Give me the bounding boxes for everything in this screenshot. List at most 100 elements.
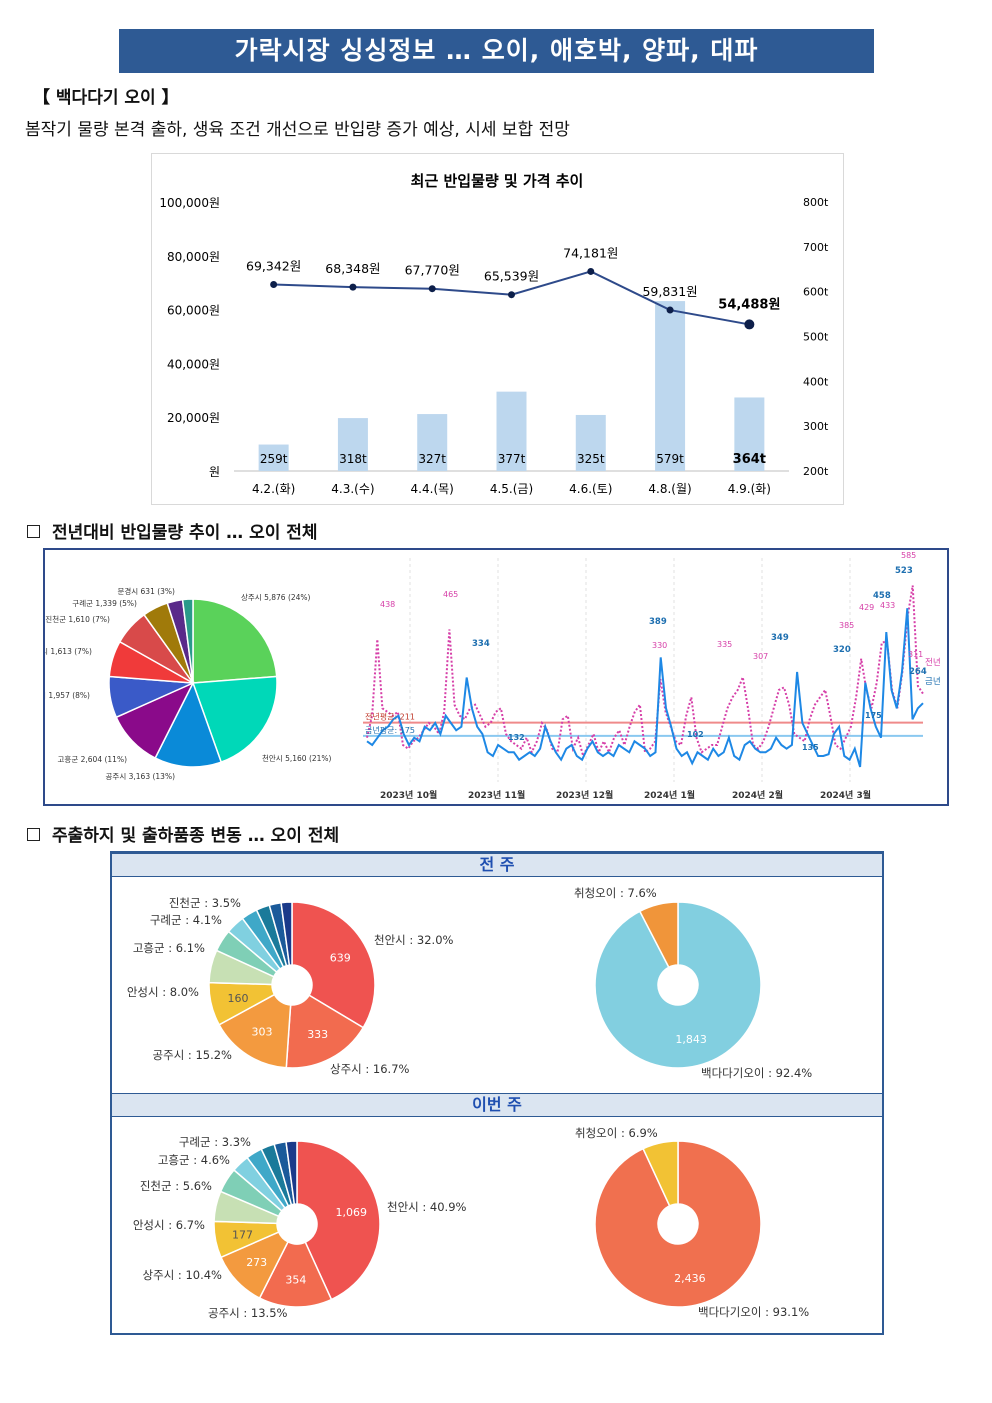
pie-slice [218,993,292,1069]
slice-label: 상주시 : 10.4% [143,1268,223,1282]
month-tick-label: 2023년 10월 [380,789,437,801]
price-point [428,285,436,293]
left-tick-label: 40,000원 [167,357,220,371]
volume-bar [655,301,686,471]
slice-label: 상주시 5,876 (24%) [241,592,311,602]
left-tick-label: 100,000원 [159,196,220,210]
month-tick-label: 2023년 12월 [556,789,613,801]
price-label: 67,770원 [405,263,460,278]
trend-section-title: 전년대비 반입물량 추이 … 오이 전체 [27,518,318,543]
price-label: 68,348원 [325,261,380,276]
price-label: 69,342원 [246,258,301,273]
item-subtitle: 【 백다다기 오이 】 [33,88,179,108]
slice-value-label: 160 [228,992,249,1005]
volume-bar [734,397,765,471]
slice-value-label: 1,069 [335,1206,367,1219]
slice-label: 공주시 3,163 (13%) [106,772,176,781]
volume-bar [337,418,368,471]
checkbox-icon [27,827,40,841]
month-tick-label: 2023년 11월 [468,789,525,801]
last-year-line [366,585,924,759]
pie-slice [594,1140,762,1308]
volume-label: 364t [733,452,766,467]
slice-label: 고흥군 2,604 (11%) [58,754,128,764]
slice-label: 천안시 : 40.9% [387,1200,467,1214]
price-point [744,319,755,330]
price-point [587,267,595,275]
this-year-peak-label: 523 [895,566,913,576]
slice-label: 백다다기오이 : 92.4% [701,1066,812,1080]
checkbox-icon [27,524,40,538]
slice-label: 공주시 : 13.5% [208,1306,288,1320]
price-volume-chart: 최근 반입물량 및 가격 추이 원 20,000원 40,000원 60,000원 80,… [151,153,844,505]
slice-label: 취청오이 : 6.9% [575,1126,658,1140]
slice-label: 고흥군 : 6.1% [133,941,205,955]
slice-label: 진천군 : 5.6% [140,1179,212,1193]
market-summary: 봄작기 물량 본격 출하, 생육 조건 개선으로 반입량 증가 예상, 시세 보… [25,120,570,140]
slice-label: 순천시 1,613 (7%) [45,646,92,656]
left-tick-label: 80,000원 [167,250,220,264]
this-year-line [366,608,924,768]
right-tick-label: 400t [803,375,829,388]
chart-title: 최근 반입물량 및 가격 추이 [411,172,584,190]
volume-bar [496,391,527,471]
price-point [270,280,278,288]
slice-label: 구례군 : 3.3% [179,1135,251,1149]
trend-section-label: 전년대비 반입물량 추이 … 오이 전체 [52,523,318,543]
slice-label: 상주시 : 16.7% [330,1062,410,1076]
month-tick-label: 2024년 2월 [732,789,783,801]
slice-value-label: 1,843 [675,1033,707,1046]
volume-label: 325t [577,452,605,466]
last-year-peak-label: 307 [753,652,768,661]
right-tick-label: 600t [803,286,829,299]
slice-label: 문경시 631 (3%) [117,586,175,596]
right-tick-label: 500t [803,331,829,344]
category-label: 4.6.(토) [569,482,612,496]
pie-slice [285,994,365,1069]
pie-slice [291,901,376,1029]
slice-label: 백다다기오이 : 93.1% [698,1305,809,1319]
category-label: 4.4.(목) [411,482,454,496]
price-label: 65,539원 [484,269,539,284]
pie-slice [154,681,223,768]
price-label: 54,488원 [718,297,780,312]
pie-slice [181,598,194,684]
slice-label: 안성시 1,957 (8%) [45,690,90,700]
last-year-peak-label: 335 [717,640,732,649]
price-volume-svg: 최근 반입물량 및 가격 추이원 20,000원 40,000원 60,000원 80,… [159,172,829,496]
slice-value-label: 177 [232,1229,253,1242]
page-banner: 가락시장 싱싱정보 … 오이, 애호박, 양파, 대파 [119,29,874,73]
right-tick-label: 800t [803,196,829,209]
slice-label: 안성시 : 8.0% [127,985,199,999]
category-label: 4.3.(수) [331,482,374,496]
category-label: 4.5.(금) [490,482,533,496]
this-year-average-label: 금년평균: 175 [365,725,415,735]
pie-slice [258,1240,333,1308]
low-point-label: 132 [508,733,525,742]
origin-svg: 639 333 303 160 천안시 : 32.0% 상주시 : 16.7% 공주시 : … [127,886,812,1320]
volume-label: 259t [260,452,288,466]
last-year-average-label: 전년평균: 211 [365,712,415,722]
last-year-peak-label: 385 [839,621,854,630]
month-tick-label: 2024년 3월 [820,789,871,801]
legend-last-year: 전년 [925,657,941,668]
slice-label: 고흥군 : 4.6% [158,1153,230,1167]
this-year-peak-label: 264 [909,667,927,677]
this-year-peak-label: 458 [873,591,891,601]
slice-value-label: 2,436 [674,1272,706,1285]
this-year-peak-label: 320 [833,645,851,655]
slice-value-label: 303 [252,1026,273,1039]
slice-value-label: 639 [330,952,351,965]
last-year-peak-label: 433 [880,601,895,610]
price-label: 59,831원 [642,284,697,299]
pie-slice [192,598,278,684]
left-tick-label: 60,000원 [167,304,220,318]
pie-slice [285,1140,298,1206]
average-value-label: 175 [865,711,882,720]
last-year-peak-label: 585 [901,551,916,560]
volume-label: 327t [418,452,446,466]
volume-label: 579t [656,452,684,466]
volume-label: 318t [339,452,367,466]
pie-slice [280,901,293,967]
price-point [666,306,674,314]
